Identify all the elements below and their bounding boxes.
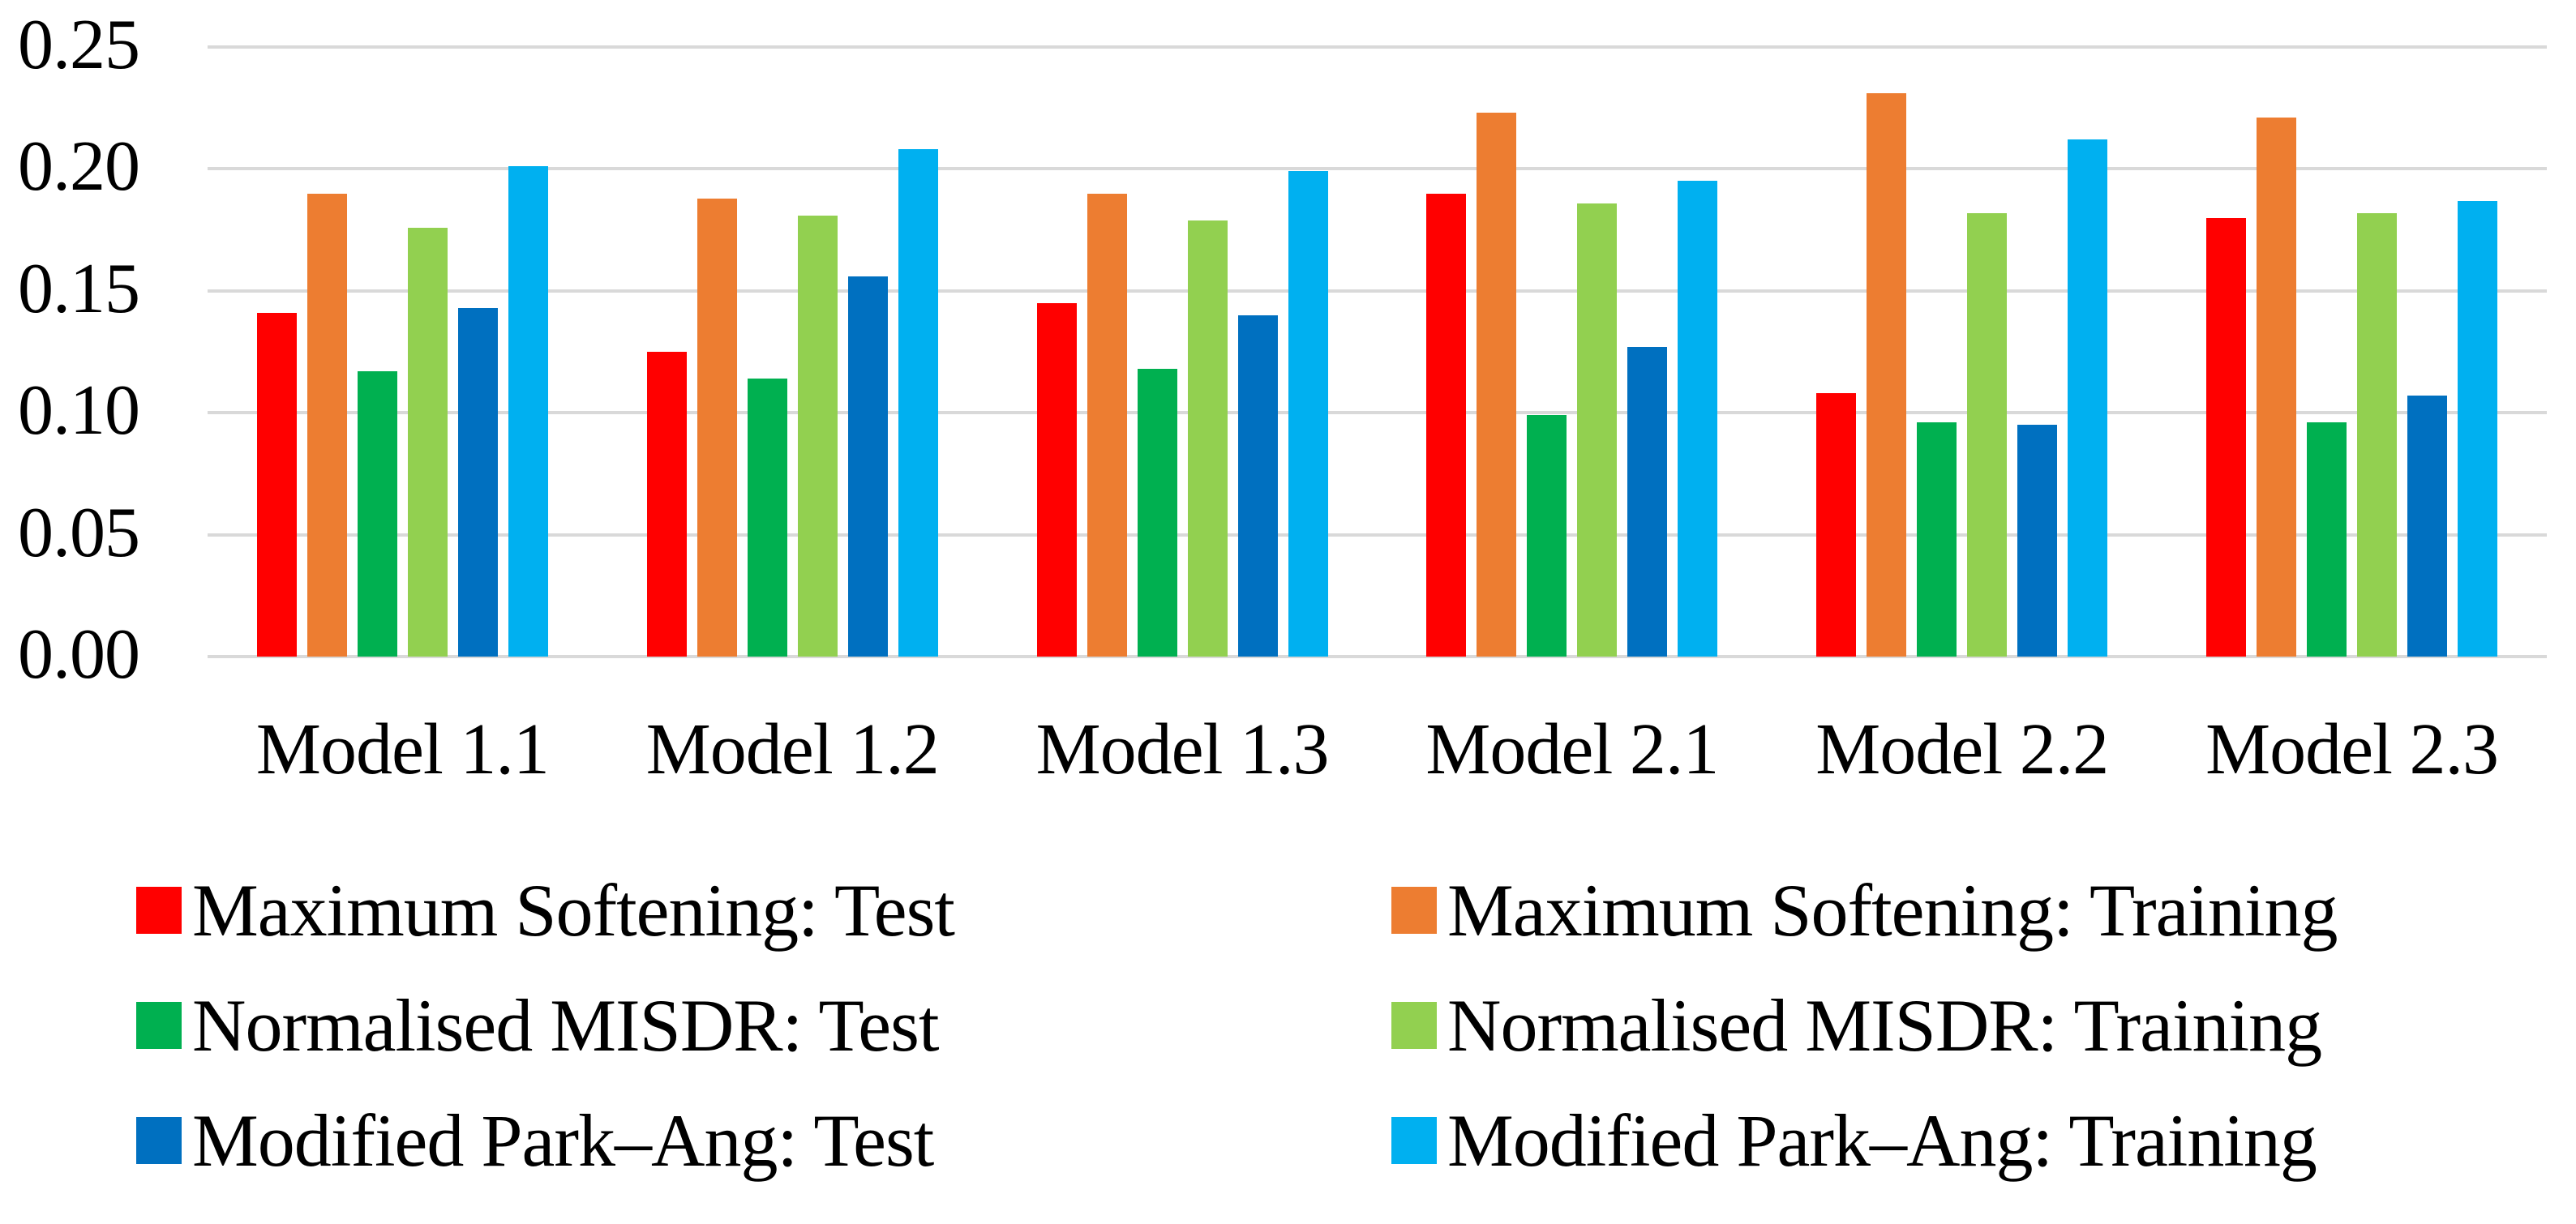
bar-normalised-misdr-test-model-2-2 (1917, 422, 1957, 657)
legend-swatch-icon (136, 1117, 182, 1164)
bar-maximum-softening-test-model-2-1 (1426, 193, 1467, 657)
x-axis-label-model-2-3: Model 2.3 (2205, 709, 2499, 790)
bar-normalised-misdr-training-model-2-3 (2357, 212, 2398, 657)
gridline (208, 411, 2547, 415)
y-tick-label: 0.05 (18, 493, 140, 572)
bar-maximum-softening-training-model-2-2 (1867, 93, 1907, 657)
legend-item-maximum-softening-training: Maximum Softening: Training (1391, 853, 2338, 968)
x-axis-line (208, 655, 2547, 658)
legend-swatch-icon (136, 1002, 182, 1049)
x-axis-label-model-2-2: Model 2.2 (1815, 709, 2109, 790)
bar-normalised-misdr-training-model-1-2 (797, 215, 838, 657)
bar-modified-park-ang-training-model-2-1 (1678, 181, 1718, 657)
bar-groups (208, 47, 2547, 657)
bar-normalised-misdr-test-model-1-2 (747, 379, 787, 657)
bar-maximum-softening-test-model-1-2 (646, 352, 687, 657)
legend-label: Maximum Softening: Test (192, 869, 955, 952)
bar-normalised-misdr-training-model-2-1 (1577, 203, 1618, 657)
x-axis-label-model-2-1: Model 2.1 (1425, 709, 1719, 790)
legend-label: Normalised MISDR: Training (1447, 984, 2322, 1067)
bar-modified-park-ang-test-model-2-3 (2407, 396, 2448, 657)
plot-area (208, 45, 2547, 658)
x-axis: Model 1.1 Model 1.2 Model 1.3 Model 2.1 Mode… (208, 702, 2547, 797)
bar-modified-park-ang-test-model-1-1 (457, 307, 498, 657)
bar-modified-park-ang-training-model-1-2 (898, 149, 938, 657)
legend-label: Maximum Softening: Training (1447, 869, 2338, 952)
bar-modified-park-ang-test-model-2-1 (1627, 347, 1668, 657)
bar-group-model-1-1 (208, 47, 598, 657)
legend-label: Modified Park–Ang: Training (1447, 1099, 2317, 1182)
legend-item-normalised-misdr-training: Normalised MISDR: Training (1391, 968, 2338, 1083)
bar-normalised-misdr-training-model-1-1 (407, 227, 448, 657)
bar-maximum-softening-test-model-2-3 (2206, 217, 2247, 657)
legend-label: Modified Park–Ang: Test (192, 1099, 934, 1182)
bar-normalised-misdr-test-model-2-3 (2307, 422, 2347, 657)
legend-swatch-icon (1391, 1002, 1437, 1049)
legend-item-modified-park-ang-test: Modified Park–Ang: Test (136, 1083, 1391, 1198)
bar-maximum-softening-test-model-1-1 (256, 312, 297, 657)
bar-modified-park-ang-test-model-2-2 (2017, 425, 2058, 657)
y-tick-label: 0.25 (18, 6, 140, 85)
bar-normalised-misdr-test-model-1-1 (357, 371, 397, 657)
bar-modified-park-ang-training-model-1-3 (1288, 171, 1328, 657)
gridline (208, 167, 2547, 171)
legend-swatch-icon (136, 887, 182, 934)
bar-modified-park-ang-training-model-1-1 (508, 166, 548, 657)
bar-modified-park-ang-test-model-1-3 (1237, 315, 1278, 657)
bar-maximum-softening-training-model-1-2 (697, 198, 737, 657)
bar-group-model-2-3 (2157, 47, 2547, 657)
y-tick-label: 0.20 (18, 127, 140, 207)
legend: Maximum Softening: Test Maximum Softening… (136, 853, 2338, 1198)
legend-swatch-icon (1391, 887, 1437, 934)
bar-normalised-misdr-test-model-2-1 (1527, 415, 1567, 657)
bar-maximum-softening-training-model-1-3 (1087, 193, 1127, 657)
legend-label: Normalised MISDR: Test (192, 984, 940, 1067)
legend-item-maximum-softening-test: Maximum Softening: Test (136, 853, 1391, 968)
bar-group-model-1-3 (988, 47, 1378, 657)
bar-maximum-softening-test-model-1-3 (1036, 302, 1077, 657)
bar-maximum-softening-training-model-1-1 (306, 193, 347, 657)
y-tick-label: 0.10 (18, 371, 140, 451)
gridline (208, 533, 2547, 537)
bar-normalised-misdr-training-model-1-3 (1187, 220, 1228, 657)
bar-group-model-2-2 (1767, 47, 2157, 657)
bar-maximum-softening-training-model-2-3 (2257, 118, 2297, 657)
bar-maximum-softening-test-model-2-2 (1816, 393, 1857, 657)
y-tick-label: 0.00 (18, 615, 140, 695)
x-axis-label-model-1-3: Model 1.3 (1035, 709, 1330, 790)
bar-normalised-misdr-training-model-2-2 (1967, 212, 2008, 657)
bar-modified-park-ang-training-model-2-2 (2068, 139, 2108, 657)
legend-item-modified-park-ang-training: Modified Park–Ang: Training (1391, 1083, 2338, 1198)
bar-group-model-2-1 (1377, 47, 1767, 657)
bar-group-model-1-2 (598, 47, 988, 657)
bar-maximum-softening-training-model-2-1 (1477, 113, 1517, 657)
bar-modified-park-ang-training-model-2-3 (2458, 200, 2498, 657)
x-axis-label-model-1-1: Model 1.1 (255, 709, 550, 790)
bar-modified-park-ang-test-model-1-2 (847, 276, 888, 657)
y-tick-label: 0.15 (18, 250, 140, 329)
legend-swatch-icon (1391, 1117, 1437, 1164)
bar-normalised-misdr-test-model-1-3 (1137, 369, 1177, 657)
legend-item-normalised-misdr-test: Normalised MISDR: Test (136, 968, 1391, 1083)
gridline (208, 289, 2547, 293)
x-axis-label-model-1-2: Model 1.2 (645, 709, 940, 790)
gridline (208, 45, 2547, 49)
